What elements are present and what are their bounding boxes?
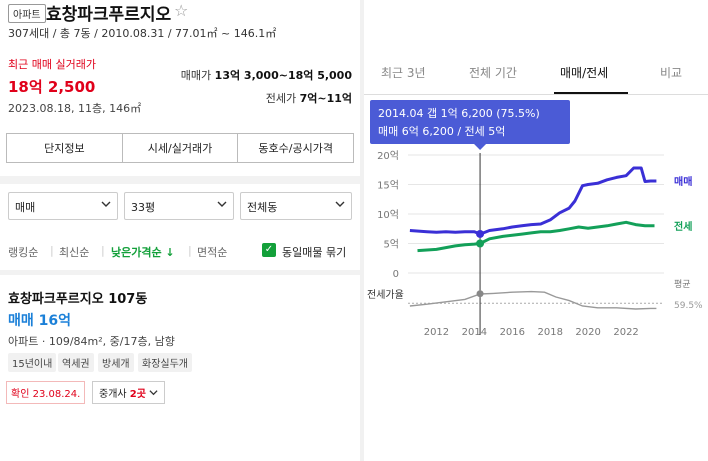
y-tick-label: 20억	[377, 150, 399, 162]
ratio-line	[409, 290, 657, 310]
tooltip-line-2: 매매 6억 6,200 / 전세 5억	[378, 125, 505, 138]
recent-trade-price: 18억 2,500	[8, 78, 96, 96]
listing-title[interactable]: 효창파크푸르지오 107동	[8, 292, 148, 307]
unit-public-price-button[interactable]: 동호수/공시가격	[258, 142, 333, 155]
tooltip-line-1: 2014.04 갭 1억 6,200 (75.5%)	[378, 107, 540, 120]
sort-separator: |	[50, 244, 54, 257]
section-divider	[0, 176, 360, 184]
agent-label: 중개사	[99, 389, 130, 400]
agent-count-button[interactable]: 중개사 2곳	[92, 381, 166, 404]
sort-area[interactable]: 면적순	[197, 246, 228, 259]
chevron-down-icon	[217, 199, 227, 212]
tab-bar-border	[364, 94, 708, 95]
listing-info: 아파트 · 109/84m², 중/17층, 남향	[8, 335, 175, 348]
complex-title: 효창파크푸르지오	[46, 5, 172, 25]
series-line-매매	[409, 166, 657, 236]
recent-trade-label: 최근 매매 실거래가	[8, 58, 96, 71]
sort-ranking[interactable]: 랭킹순	[8, 246, 39, 259]
tab-sale-jeonse[interactable]: 매매/전세	[560, 66, 609, 80]
section-divider	[0, 270, 360, 275]
cursor-point-ratio	[476, 290, 484, 298]
group-listings-label[interactable]: 동일매물 묶기	[282, 246, 347, 259]
y-tick-label: 5억	[383, 239, 399, 251]
chevron-down-icon	[101, 199, 111, 212]
x-tick-label: 2014	[462, 327, 487, 338]
active-tab-indicator	[554, 92, 628, 94]
price-chart[interactable]: 20억 15억 10억 5억 0 전세가율 평균 59.5% 2012 2014 2016 2018 2…	[364, 95, 708, 461]
listing-tag: 방세개	[98, 353, 134, 372]
complex-info-button[interactable]: 단지정보	[7, 134, 123, 162]
trade-type-select[interactable]: 매매	[8, 192, 118, 220]
x-tick-label: 2016	[500, 327, 525, 338]
tooltip-pointer	[474, 144, 487, 150]
tab-compare[interactable]: 비교	[660, 66, 683, 80]
listing-price: 매매 16억	[8, 313, 71, 329]
listing-tag: 역세권	[58, 353, 94, 372]
info-button-row: 단지정보 시세/실거래가 동호수/공시가격	[6, 133, 354, 163]
cursor-point-jeonse	[476, 239, 485, 248]
listing-tag: 15년이내	[8, 353, 57, 372]
ratio-average-value: 59.5%	[674, 301, 703, 311]
size-select[interactable]: 33평	[124, 192, 234, 220]
dong-select[interactable]: 전체동	[240, 192, 352, 220]
size-value: 33평	[131, 201, 156, 214]
sort-latest[interactable]: 최신순	[59, 246, 90, 259]
x-tick-label: 2012	[424, 327, 449, 338]
series-label: 전세	[674, 220, 692, 233]
favorite-star-icon[interactable]: ☆	[174, 1, 189, 20]
panel-divider	[360, 0, 364, 461]
cursor-point-sale	[476, 229, 485, 238]
sale-price-range: 매매가 13억 3,000~18억 5,000	[181, 67, 352, 83]
ratio-average-label: 평균	[674, 279, 691, 290]
dong-value: 전체동	[247, 201, 278, 214]
chevron-down-icon	[149, 390, 158, 396]
jeonse-price-range-label: 전세가	[265, 92, 297, 105]
tab-all-period[interactable]: 전체 기간	[469, 66, 517, 80]
listing-tag: 화장실두개	[138, 353, 192, 372]
agent-count: 2곳	[129, 389, 146, 400]
x-tick-label: 2020	[575, 327, 600, 338]
tab-recent-3-years[interactable]: 최근 3년	[381, 66, 426, 80]
sort-separator: |	[101, 244, 105, 257]
confirmed-date-badge: 확인 23.08.24.	[6, 381, 86, 404]
x-tick-label: 2018	[537, 327, 562, 338]
property-type-badge: 아파트	[8, 4, 46, 23]
y-tick-label: 10억	[377, 209, 399, 221]
series-label: 매매	[674, 175, 692, 188]
x-tick-label: 2022	[613, 327, 638, 338]
y-tick-label: 0	[393, 269, 399, 280]
right-panel: 최근 3년 전체 기간 매매/전세 비교 20억 15억 10억 5억 0 전세가율 평균 5…	[364, 0, 708, 461]
y-tick-label: 15억	[377, 180, 399, 192]
sort-lowest-price[interactable]: 낮은가격순 ↓	[111, 246, 175, 259]
sale-price-range-value: 13억 3,000~18억 5,000	[214, 69, 352, 82]
jeonse-price-range: 전세가 7억~11억	[266, 90, 352, 106]
tooltip-box	[370, 100, 570, 144]
jeonse-price-range-value: 7억~11억	[299, 92, 352, 105]
price-history-button[interactable]: 시세/실거래가	[123, 134, 239, 162]
sort-separator: |	[188, 244, 192, 257]
left-panel: 아파트 효창파크푸르지오 ☆ 307세대 / 총 7동 / 2010.08.31…	[0, 1, 360, 404]
recent-trade-info: 2023.08.18, 11층, 146㎡	[8, 102, 142, 115]
group-listings-checkbox[interactable]: ✓	[262, 243, 276, 257]
trade-type-value: 매매	[15, 201, 36, 214]
sale-price-range-label: 매매가	[180, 69, 212, 82]
chevron-down-icon	[335, 199, 345, 212]
series-line-전세	[417, 220, 655, 253]
ratio-label: 전세가율	[367, 289, 404, 301]
complex-summary: 307세대 / 총 7동 / 2010.08.31 / 77.01㎡ ~ 146…	[8, 27, 277, 40]
